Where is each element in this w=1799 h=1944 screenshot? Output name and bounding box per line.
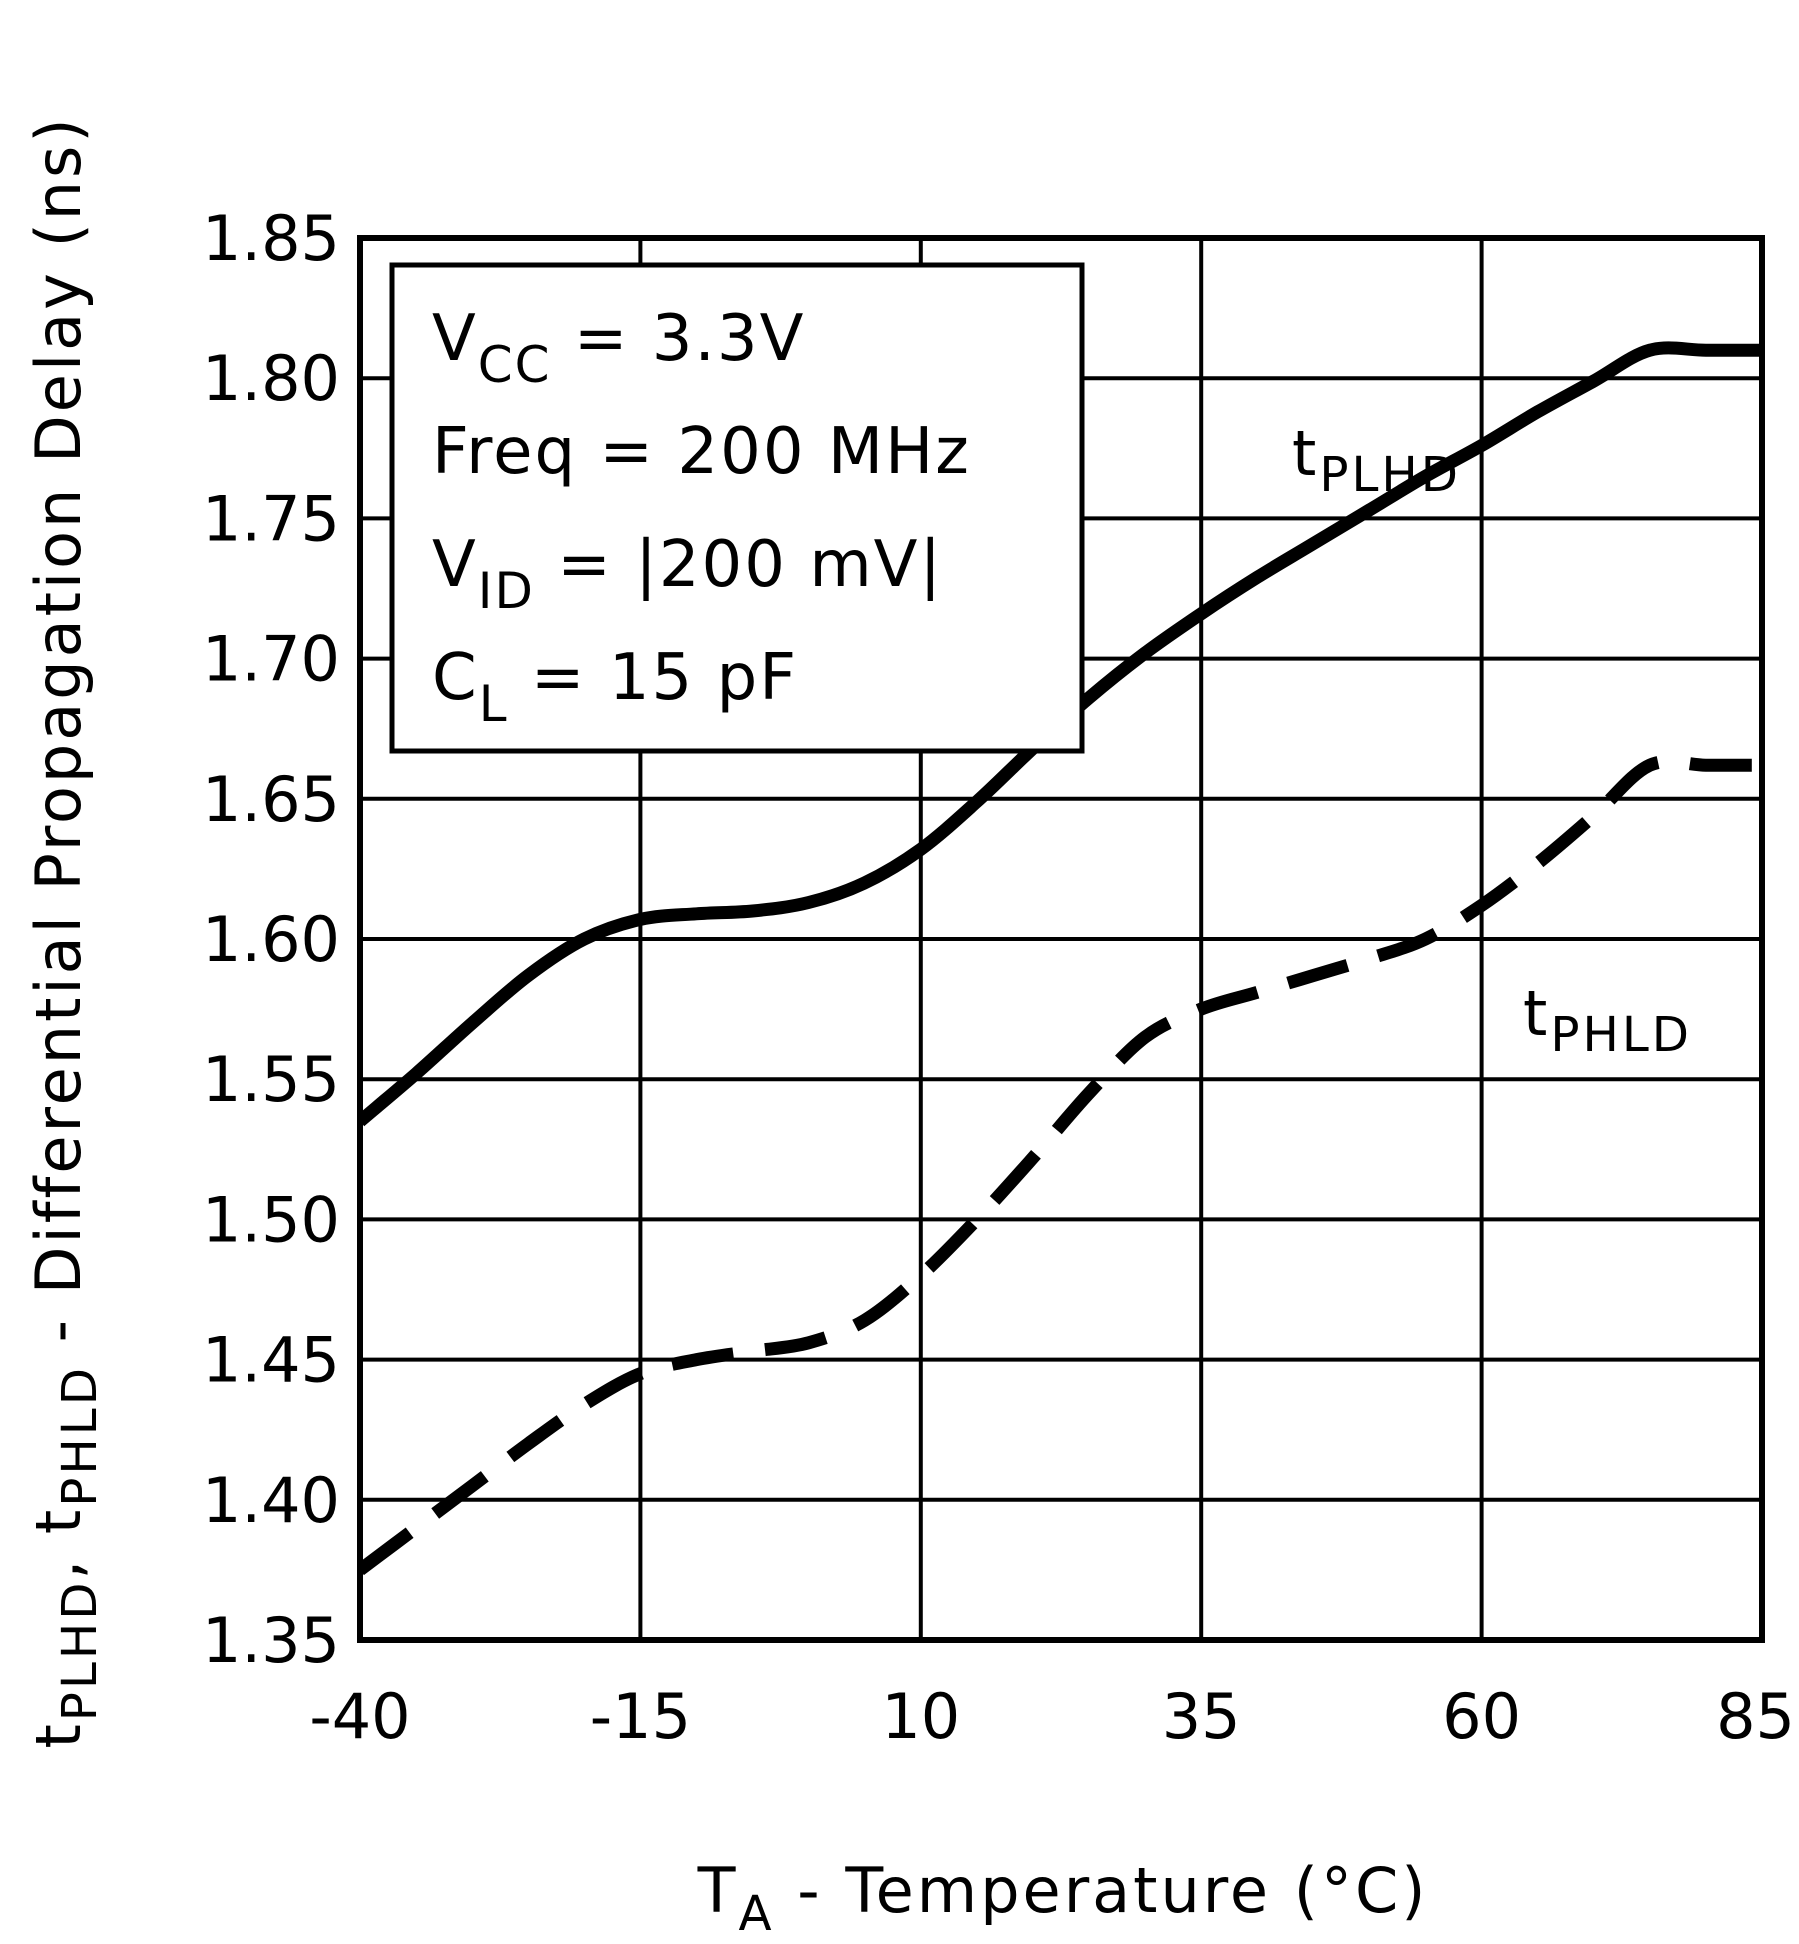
y-tick-label: 1.75 xyxy=(202,482,340,555)
y-tick-label: 1.50 xyxy=(202,1183,340,1256)
y-tick-label: 1.70 xyxy=(202,623,340,696)
y-tick-label: 1.40 xyxy=(202,1464,340,1537)
condition-main: V xyxy=(432,302,478,376)
y-axis-label-s1: PLHD xyxy=(52,1580,108,1722)
x-tick-label: 35 xyxy=(1162,1680,1241,1753)
condition-value: = 3.3V xyxy=(551,302,805,376)
x-tick-label: 85 xyxy=(1716,1680,1795,1753)
condition-main: V xyxy=(432,528,478,602)
condition-sub: CC xyxy=(478,336,552,394)
series-label-t: t xyxy=(1292,417,1319,490)
series-label-plhd: tPLHD xyxy=(1292,417,1461,503)
x-tick-label: -15 xyxy=(590,1680,691,1753)
y-tick-label: 1.65 xyxy=(202,763,340,836)
y-axis-label-t1: t xyxy=(22,1721,95,1748)
y-tick-label: 1.60 xyxy=(202,903,340,976)
condition-line: Freq = 200 MHz xyxy=(432,415,971,489)
y-tick-labels: 1.35 1.40 1.45 1.50 1.55 1.60 1.65 1.70 1.75 1.80… xyxy=(202,202,340,1677)
condition-main: C xyxy=(432,641,479,715)
condition-main: Freq xyxy=(432,415,577,489)
y-axis-label-t2: t xyxy=(22,1507,95,1534)
condition-value: = |200 mV| xyxy=(535,528,943,602)
x-tick-label: -40 xyxy=(309,1680,410,1753)
y-axis-label-rest: - Differential Propagation Delay (ns) xyxy=(22,115,95,1365)
y-axis-label-sep: , xyxy=(22,1534,95,1579)
condition-value: = 15 pF xyxy=(509,641,799,715)
series-label-sub: PHLD xyxy=(1550,1007,1692,1063)
x-axis-label-sub: A xyxy=(738,1886,774,1942)
condition-sub: L xyxy=(479,675,509,733)
y-tick-label: 1.85 xyxy=(202,202,340,275)
plot-frame xyxy=(357,235,1765,1643)
conditions-box-frame xyxy=(389,262,1085,754)
x-tick-label: 60 xyxy=(1442,1680,1521,1753)
x-tick-labels: -40 -15 10 35 60 85 xyxy=(309,1680,1795,1753)
condition-line: VCC = 3.3V xyxy=(432,302,805,394)
condition-sub: ID xyxy=(478,562,535,620)
series-label-sub: PLHD xyxy=(1319,447,1461,503)
x-tick-label: 10 xyxy=(881,1680,960,1753)
y-axis-label-s2: PHLD xyxy=(52,1365,108,1507)
y-tick-label: 1.80 xyxy=(202,342,340,415)
condition-value: = 200 MHz xyxy=(577,415,971,489)
condition-line: VID = |200 mV| xyxy=(432,528,943,620)
y-tick-label: 1.35 xyxy=(202,1604,340,1677)
x-axis-label-rest: - Temperature (°C) xyxy=(775,1854,1429,1927)
x-axis-label-main: T xyxy=(697,1854,739,1927)
condition-line: CL = 15 pF xyxy=(432,641,798,733)
y-tick-label: 1.55 xyxy=(202,1043,340,1116)
series-label-t: t xyxy=(1523,977,1550,1050)
series-label-phld: tPHLD xyxy=(1523,977,1692,1063)
y-tick-label: 1.45 xyxy=(202,1324,340,1397)
y-axis-label: tPLHD, tPHLD - Differential Propagation … xyxy=(22,115,108,1748)
x-axis-label: TA - Temperature (°C) xyxy=(697,1854,1429,1942)
